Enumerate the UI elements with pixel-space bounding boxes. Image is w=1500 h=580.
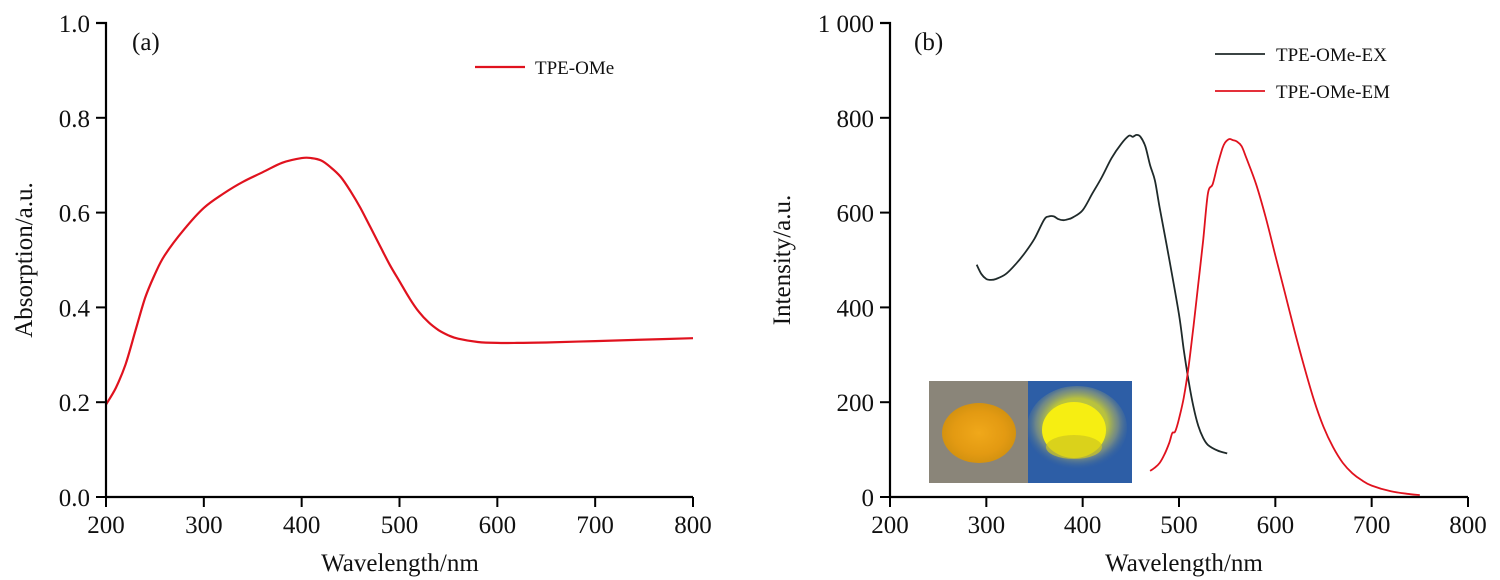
legend-label-tpe-ome-ex: TPE-OMe-EX — [1276, 45, 1387, 66]
y-tick-label: 1 000 — [818, 11, 874, 38]
y-tick-label: 200 — [837, 390, 875, 417]
legend-label-tpe-ome-em: TPE-OMe-EM — [1276, 82, 1390, 103]
x-tick-label: 300 — [185, 512, 223, 539]
y-tick-label: 600 — [837, 201, 875, 228]
series-line-tpe-ome-em — [1149, 138, 1420, 496]
panel-a-y-ticks: 0.0 0.2 0.4 0.6 0.8 1.0 — [59, 11, 106, 512]
x-tick-label: 700 — [1353, 512, 1391, 539]
y-tick-label: 0.2 — [59, 390, 90, 417]
panel-a-x-axis-title: Wavelength/nm — [321, 550, 479, 577]
panel-b-label: (b) — [914, 29, 943, 56]
x-tick-label: 700 — [576, 512, 614, 539]
panel-b-legend: TPE-OMe-EX TPE-OMe-EM — [1215, 45, 1390, 103]
panel-a-absorption: 200 300 400 500 600 700 800 0.0 0.2 0.4 0.6 0.8 1.0… — [11, 11, 712, 577]
x-tick-label: 500 — [381, 512, 419, 539]
y-tick-label: 800 — [837, 106, 875, 133]
x-tick-label: 500 — [1160, 512, 1198, 539]
x-tick-label: 600 — [1257, 512, 1295, 539]
y-tick-label: 400 — [837, 295, 875, 322]
panel-a-axes — [96, 21, 693, 499]
x-tick-label: 400 — [283, 512, 321, 539]
y-tick-label: 0 — [862, 485, 875, 512]
panel-a-x-ticks: 200 300 400 500 600 700 800 — [87, 497, 712, 539]
x-tick-label: 800 — [674, 512, 712, 539]
panel-a-label: (a) — [132, 29, 160, 56]
x-tick-label: 200 — [87, 512, 125, 539]
panel-b-y-axis-title: Intensity/a.u. — [769, 195, 796, 326]
x-tick-label: 300 — [968, 512, 1006, 539]
y-tick-label: 0.4 — [59, 295, 91, 322]
panel-a-y-axis-title: Absorption/a.u. — [11, 182, 38, 338]
panel-a-series-group — [105, 156, 694, 406]
panel-b-y-ticks: 0 200 400 600 800 1 000 — [818, 11, 890, 512]
x-tick-label: 400 — [1064, 512, 1102, 539]
panel-a-legend: TPE-OMe — [475, 58, 614, 79]
panel-b-x-ticks: 200 300 400 500 600 700 800 — [871, 497, 1487, 539]
inset-photo — [929, 381, 1132, 483]
y-tick-label: 0.0 — [59, 485, 90, 512]
x-tick-label: 200 — [871, 512, 909, 539]
y-tick-label: 0.8 — [59, 106, 90, 133]
x-tick-label: 600 — [479, 512, 517, 539]
panel-b-series-group — [975, 134, 1420, 496]
inset-daylight-powder — [942, 403, 1016, 463]
legend-label-tpe-ome: TPE-OMe — [535, 58, 614, 79]
panel-b-x-axis-title: Wavelength/nm — [1105, 550, 1263, 577]
series-line-tpe-ome — [105, 156, 694, 406]
x-tick-label: 800 — [1449, 512, 1487, 539]
inset-uv-powder-shadow — [1046, 435, 1102, 459]
y-tick-label: 1.0 — [59, 11, 90, 38]
y-tick-label: 0.6 — [59, 201, 90, 228]
